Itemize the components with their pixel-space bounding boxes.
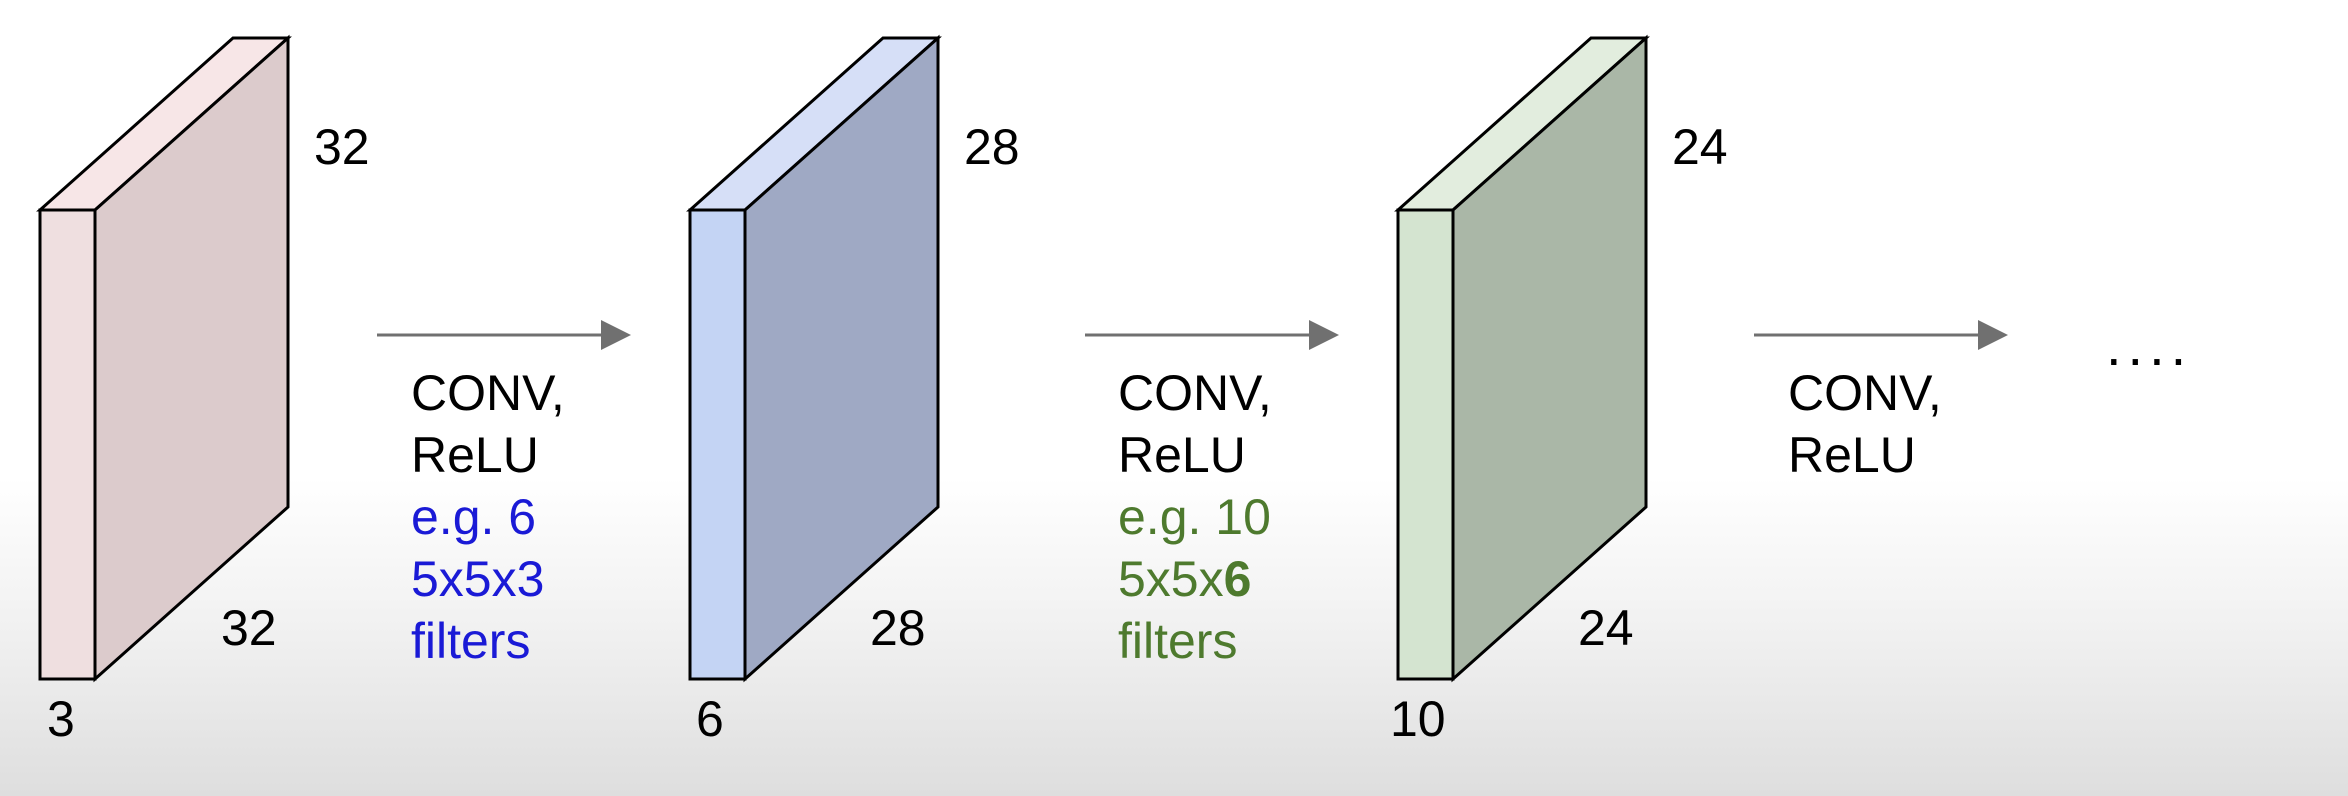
step-1-op-line2: ReLU: [411, 427, 539, 483]
step-1-op-line1: CONV,: [411, 365, 565, 421]
step-1-filter-shape: 5x5x3: [411, 551, 545, 607]
step-2-label: CONV, ReLU e.g. 10 5x5x6 filters: [1118, 362, 1272, 672]
step-1-label: CONV, ReLU e.g. 6 5x5x3 filters: [411, 362, 565, 672]
volume-2-front-face: [688, 208, 747, 681]
volume-1-depth-label: 3: [47, 691, 75, 747]
step-3-op-line2: ReLU: [1788, 427, 1916, 483]
volume-2-width-label: 28: [870, 600, 926, 656]
volume-2: [686, 34, 942, 683]
step-2-filter-shape-prefix: 5x5x: [1118, 551, 1224, 607]
step-2-filter-count: e.g. 10: [1118, 489, 1271, 545]
step-1-filter-count: e.g. 6: [411, 489, 537, 545]
volume-1-width-label: 32: [221, 600, 277, 656]
step-3-label: CONV, ReLU: [1788, 362, 1942, 486]
volume-3-height-label: 24: [1672, 119, 1728, 175]
step-2-filter-shape-depth: 6: [1223, 551, 1252, 607]
volume-3-depth-label: 10: [1390, 691, 1446, 747]
step-2-filter-word: filters: [1118, 613, 1238, 669]
step-1-filter-word: filters: [411, 613, 531, 669]
volume-3: [1394, 34, 1650, 683]
volume-1-front-face: [38, 208, 97, 681]
step-2-filter-shape: 5x5x6: [1118, 548, 1272, 610]
volume-3-front-face: [1396, 208, 1455, 681]
volume-3-width-label: 24: [1578, 600, 1634, 656]
volume-1-height-label: 32: [314, 119, 370, 175]
step-2-op-line2: ReLU: [1118, 427, 1246, 483]
volume-2-depth-label: 6: [696, 691, 724, 747]
step-3-op-line1: CONV,: [1788, 365, 1942, 421]
volume-2-height-label: 28: [964, 119, 1020, 175]
continuation-ellipsis: ....: [2106, 314, 2193, 377]
volume-1: [36, 34, 292, 683]
step-2-op-line1: CONV,: [1118, 365, 1272, 421]
